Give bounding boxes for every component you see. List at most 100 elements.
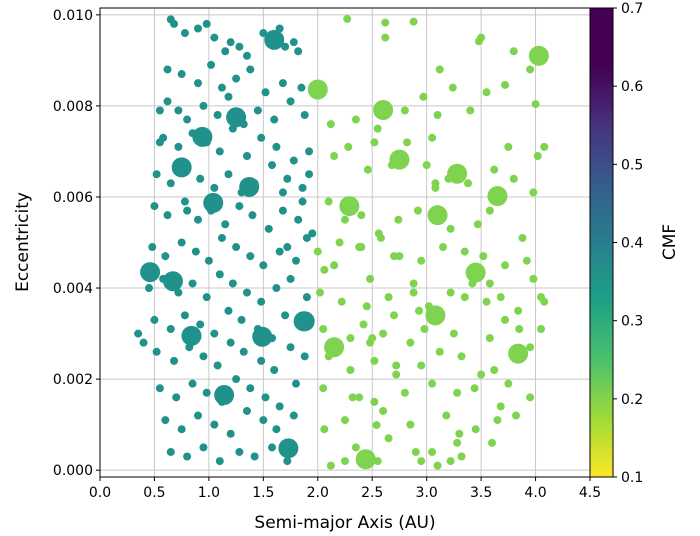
data-point bbox=[281, 42, 290, 51]
data-point bbox=[210, 420, 219, 429]
data-point bbox=[522, 256, 531, 265]
data-point bbox=[526, 343, 535, 352]
data-point bbox=[384, 293, 393, 302]
data-point bbox=[485, 334, 494, 343]
data-point bbox=[406, 420, 415, 429]
data-point bbox=[514, 306, 523, 315]
data-point bbox=[509, 47, 518, 56]
data-point bbox=[286, 97, 295, 106]
data-point bbox=[346, 365, 355, 374]
data-point bbox=[403, 138, 412, 147]
data-point bbox=[152, 347, 161, 356]
data-point bbox=[289, 411, 298, 420]
data-point bbox=[330, 151, 339, 160]
data-point bbox=[283, 457, 292, 466]
data-point bbox=[351, 115, 360, 124]
y-axis-label: Eccentricity bbox=[13, 192, 33, 292]
data-point bbox=[428, 447, 437, 456]
data-point bbox=[400, 106, 409, 115]
data-point bbox=[355, 393, 364, 402]
data-point bbox=[428, 133, 437, 142]
data-point bbox=[471, 425, 480, 434]
data-point bbox=[171, 157, 192, 178]
data-point bbox=[446, 457, 455, 466]
data-point bbox=[281, 311, 290, 320]
data-point bbox=[511, 411, 520, 420]
data-point bbox=[305, 147, 314, 156]
colorbar-label: CMF bbox=[660, 224, 680, 260]
data-point bbox=[298, 183, 307, 192]
data-point bbox=[226, 338, 235, 347]
data-point bbox=[162, 271, 183, 292]
data-point bbox=[308, 229, 317, 238]
data-point bbox=[294, 311, 315, 332]
data-point bbox=[257, 133, 266, 142]
data-point bbox=[490, 365, 499, 374]
y-tick-label: 0.010 bbox=[53, 8, 93, 24]
data-point bbox=[213, 111, 222, 120]
data-point bbox=[439, 243, 447, 252]
data-point bbox=[194, 411, 202, 420]
data-point bbox=[319, 384, 328, 393]
data-point bbox=[485, 279, 494, 288]
data-point bbox=[357, 211, 366, 220]
data-point bbox=[335, 238, 344, 247]
data-point bbox=[194, 79, 202, 88]
data-point bbox=[196, 320, 205, 329]
data-point bbox=[278, 188, 287, 197]
data-point bbox=[270, 115, 279, 124]
data-point bbox=[140, 262, 161, 283]
data-point bbox=[210, 329, 219, 338]
data-point bbox=[286, 343, 295, 352]
data-point bbox=[150, 202, 159, 211]
data-point bbox=[250, 452, 259, 461]
data-point bbox=[239, 347, 248, 356]
colorbar-tick-label: 0.4 bbox=[621, 236, 643, 252]
plot-frame bbox=[99, 7, 591, 478]
data-point bbox=[409, 17, 418, 26]
data-point bbox=[215, 457, 224, 466]
data-point bbox=[275, 247, 284, 256]
data-point bbox=[243, 406, 251, 415]
data-point bbox=[166, 447, 175, 456]
data-point bbox=[420, 325, 429, 334]
data-point bbox=[477, 370, 486, 379]
data-point bbox=[305, 170, 314, 179]
data-point bbox=[457, 452, 466, 461]
data-point bbox=[226, 38, 235, 47]
data-point bbox=[163, 211, 172, 220]
data-point bbox=[320, 425, 329, 434]
data-point bbox=[302, 233, 311, 242]
data-point bbox=[246, 252, 255, 261]
data-point bbox=[278, 79, 287, 88]
y-tick-label: 0.006 bbox=[53, 190, 93, 206]
data-point bbox=[390, 311, 398, 320]
data-point bbox=[221, 220, 230, 229]
data-point bbox=[199, 101, 208, 110]
colorbar-tick-label: 0.6 bbox=[621, 79, 643, 95]
data-point bbox=[278, 438, 299, 459]
data-point bbox=[235, 42, 244, 51]
data-point bbox=[202, 19, 211, 28]
data-point bbox=[163, 97, 172, 106]
data-point bbox=[501, 261, 510, 270]
data-point bbox=[400, 388, 409, 397]
data-point bbox=[191, 247, 200, 256]
x-tick-label: 3.5 bbox=[470, 485, 492, 501]
data-point bbox=[348, 393, 357, 402]
data-point bbox=[457, 352, 466, 361]
colorbar-tick-label: 0.3 bbox=[621, 314, 643, 330]
data-point bbox=[357, 243, 366, 252]
data-point bbox=[259, 261, 268, 270]
data-point bbox=[496, 402, 505, 411]
data-point bbox=[529, 188, 538, 197]
data-point bbox=[540, 142, 549, 151]
data-point bbox=[161, 252, 170, 261]
data-point bbox=[204, 256, 213, 265]
data-point bbox=[389, 149, 410, 170]
y-tick-label: 0.000 bbox=[53, 463, 93, 479]
data-point bbox=[275, 402, 284, 411]
data-point bbox=[442, 411, 451, 420]
data-point bbox=[363, 165, 372, 174]
